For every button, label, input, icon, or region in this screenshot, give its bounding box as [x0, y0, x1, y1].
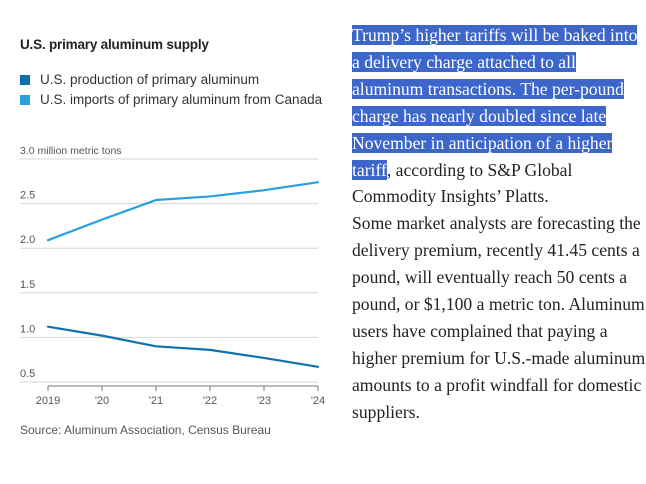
- x-tick-label: 2019: [36, 395, 60, 407]
- x-tick-label: '24: [311, 395, 325, 407]
- y-tick-label: 3.0 million metric tons: [20, 145, 122, 157]
- y-tick-label: 2.0: [20, 234, 35, 246]
- series-line-production: [46, 325, 320, 368]
- article-paragraph-1: Trump’s higher tariffs will be baked int…: [352, 22, 646, 210]
- legend-label-production: U.S. production of primary aluminum: [40, 72, 260, 87]
- highlighted-text-selection[interactable]: Trump’s higher tariffs will be baked int…: [352, 25, 638, 180]
- paragraph-1-continuation: , according to S&P Global Commodity Insi…: [352, 159, 573, 207]
- x-tick-label: '21: [149, 395, 163, 407]
- article-text: Trump’s higher tariffs will be baked int…: [352, 22, 646, 426]
- y-tick-label: 1.5: [20, 279, 35, 291]
- chart-title: U.S. primary aluminum supply: [20, 37, 209, 52]
- series-line-imports: [46, 181, 320, 242]
- y-tick-label: 0.5: [20, 368, 35, 380]
- legend-item-imports: U.S. imports of primary aluminum from Ca…: [20, 90, 330, 109]
- x-tick-label: '22: [203, 395, 217, 407]
- legend-swatch-production: [20, 75, 30, 85]
- legend-item-production: U.S. production of primary aluminum: [20, 70, 330, 89]
- y-tick-label: 2.5: [20, 190, 35, 202]
- chart-source: Source: Aluminum Association, Census Bur…: [20, 423, 271, 437]
- x-tick-label: '20: [95, 395, 109, 407]
- legend-label-imports: U.S. imports of primary aluminum from Ca…: [40, 92, 323, 107]
- legend-swatch-imports: [20, 95, 30, 105]
- article-paragraph-2: Some market analysts are forecasting the…: [352, 213, 646, 422]
- line-chart: 0.5 1.0 1.5 2.0 2.5 3.0 million metric tons 20…: [20, 145, 325, 407]
- x-tick-label: '23: [257, 395, 271, 407]
- y-tick-label: 1.0: [20, 323, 35, 335]
